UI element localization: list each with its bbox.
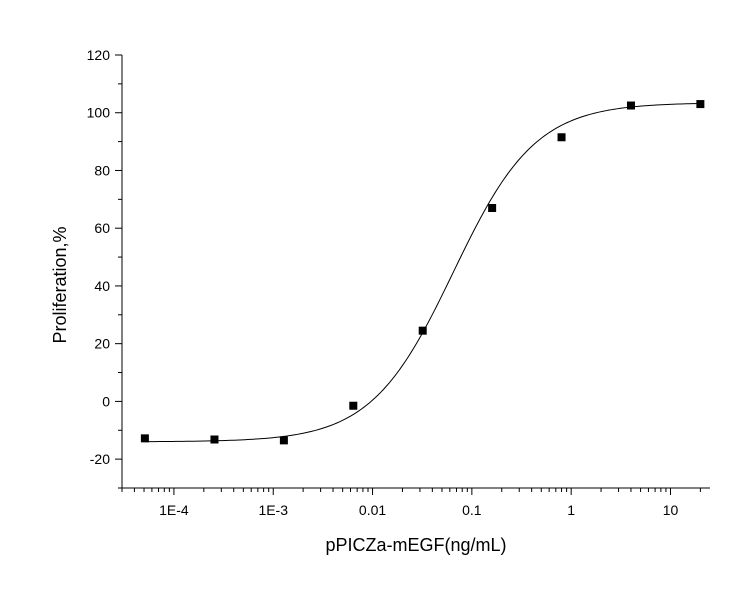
data-point bbox=[696, 100, 705, 109]
x-tick-label: 1E-4 bbox=[159, 502, 189, 518]
y-tick-label: 120 bbox=[87, 47, 111, 63]
y-tick-label: 40 bbox=[94, 278, 110, 294]
data-point bbox=[557, 133, 566, 142]
data-points bbox=[140, 100, 705, 445]
data-point bbox=[279, 436, 288, 445]
ticks: -20 0 20 40 60 80 100 120 1E-4 1E-3 0.01 0.1 1 10 bbox=[87, 47, 701, 518]
y-tick-label: 0 bbox=[102, 393, 110, 409]
data-point bbox=[349, 401, 358, 410]
data-point bbox=[140, 434, 149, 443]
y-tick-label: -20 bbox=[90, 451, 110, 467]
y-tick-label: 100 bbox=[87, 105, 111, 121]
x-tick-label: 0.1 bbox=[462, 502, 482, 518]
x-tick-label: 0.01 bbox=[359, 502, 386, 518]
y-tick-label: 20 bbox=[94, 336, 110, 352]
y-tick-label: 60 bbox=[94, 220, 110, 236]
fit-curve bbox=[144, 102, 701, 443]
x-tick-label: 1 bbox=[567, 502, 575, 518]
fit-curve-group bbox=[144, 102, 701, 443]
y-tick-label: 80 bbox=[94, 162, 110, 178]
x-tick-label: 10 bbox=[663, 502, 679, 518]
x-tick-label: 1E-3 bbox=[258, 502, 288, 518]
data-point bbox=[488, 203, 497, 212]
axes bbox=[121, 55, 710, 489]
data-point bbox=[418, 326, 427, 335]
data-point bbox=[626, 101, 635, 110]
x-axis-title: pPICZa-mEGF(ng/mL) bbox=[325, 535, 506, 555]
data-point bbox=[210, 435, 219, 444]
y-axis-title: Proliferation,% bbox=[50, 226, 70, 343]
